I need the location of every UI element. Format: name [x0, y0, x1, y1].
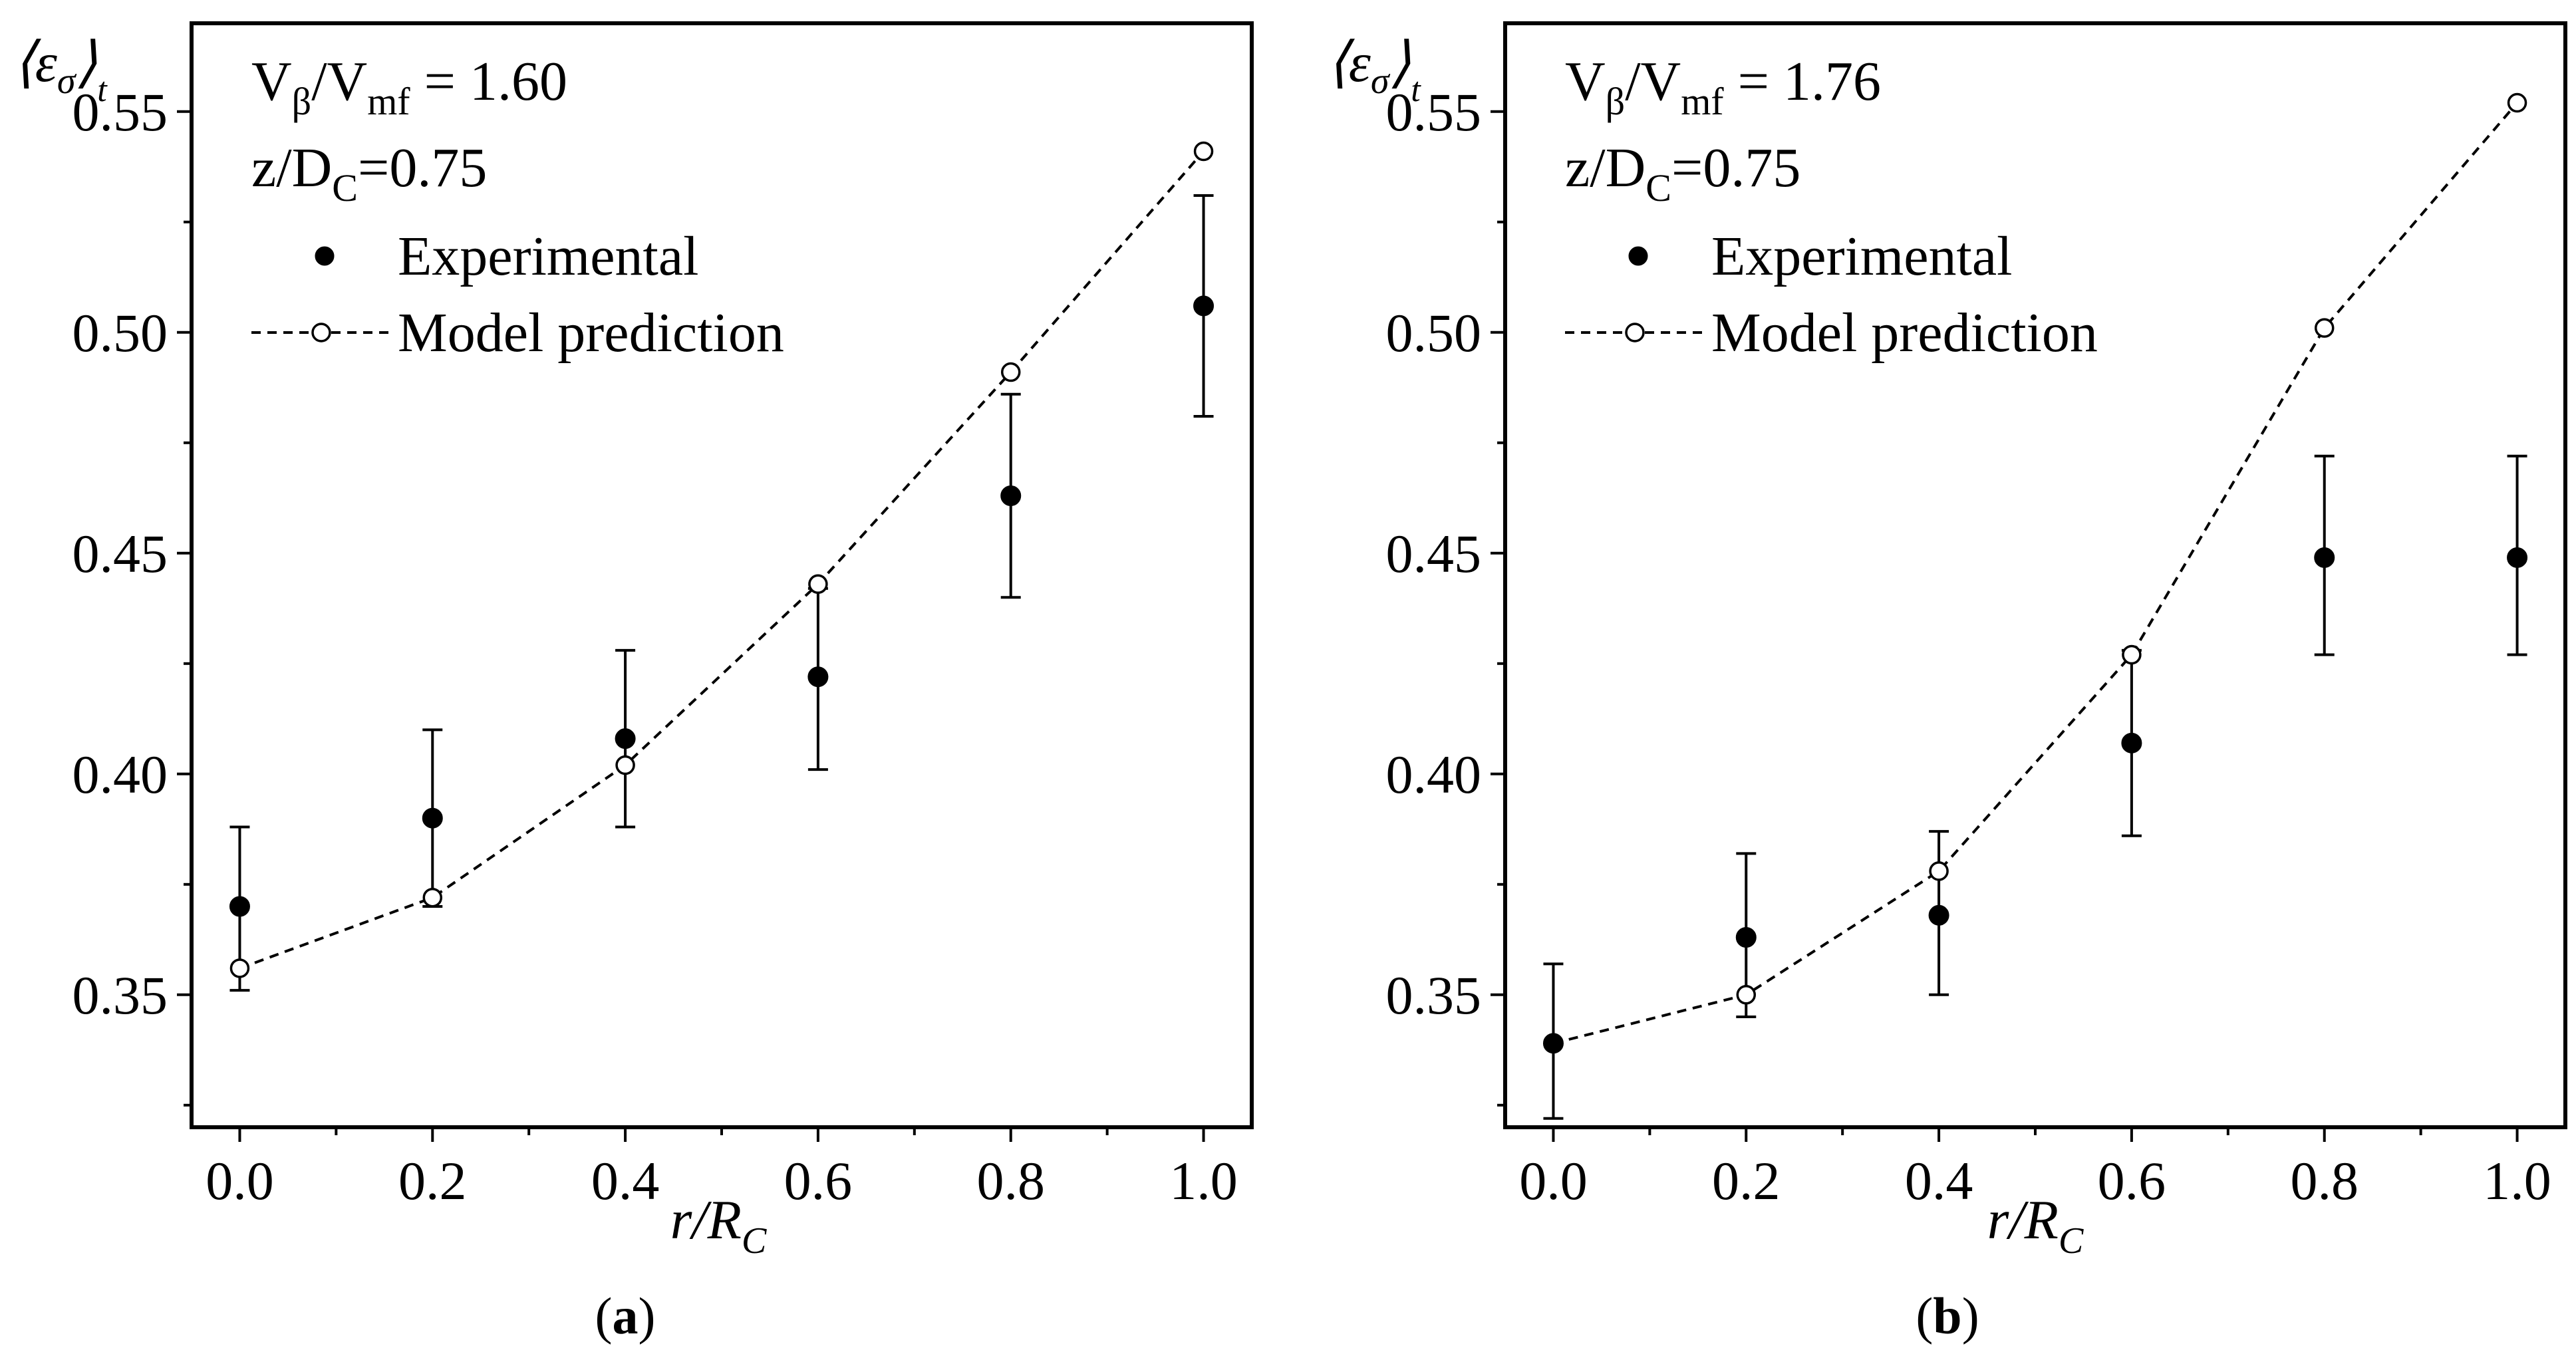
- experimental-point: [229, 896, 250, 917]
- y-axis-label: ⟨εσ⟩t: [13, 32, 108, 109]
- model-prediction-point: [2122, 644, 2142, 665]
- legend-model-marker: [1625, 323, 1645, 342]
- model-prediction-point: [615, 755, 635, 775]
- y-tick-label: 0.40: [72, 744, 168, 805]
- chart-panel-b: 0.35 0.40 0.45 0.50 0.55 0.0 0.2 0.4 0.6 0.8 1.0 ⟨ε…: [1327, 21, 2567, 1345]
- model-prediction-point: [229, 958, 250, 978]
- y-tick-label: 0.45: [1386, 523, 1482, 584]
- y-tick-label: 0.35: [1386, 965, 1482, 1025]
- experimental-point: [807, 666, 829, 688]
- y-tick-label: 0.40: [1386, 744, 1482, 805]
- x-tick-label: 0.0: [1519, 1151, 1588, 1211]
- legend-experimental-marker: [1628, 246, 1648, 266]
- legend-experimental-label: Experimental: [398, 225, 698, 287]
- x-tick-label: 0.2: [1712, 1151, 1781, 1211]
- y-tick-label: 0.45: [72, 523, 168, 584]
- x-tick-label: 0.6: [784, 1151, 853, 1211]
- y-tick-label: 0.50: [72, 303, 168, 363]
- legend-model-label: Model prediction: [398, 302, 784, 364]
- x-tick-label: 0.2: [398, 1151, 467, 1211]
- model-prediction-line: [239, 150, 1205, 970]
- model-prediction-point: [1929, 861, 1949, 881]
- y-tick-label: 0.50: [1386, 303, 1482, 363]
- panel-label: (b): [1916, 1287, 1979, 1345]
- height-ratio-annotation: z/DC=0.75: [251, 137, 487, 209]
- experimental-point: [1000, 485, 1022, 506]
- x-tick-label: 0.6: [2098, 1151, 2166, 1211]
- panel-label: (a): [595, 1287, 656, 1345]
- legend-experimental-label: Experimental: [1711, 225, 2012, 287]
- experimental-point: [615, 728, 636, 749]
- y-tick-label: 0.55: [1386, 82, 1482, 142]
- model-prediction-point: [1736, 985, 1757, 1005]
- experimental-point: [2121, 732, 2142, 753]
- experimental-point: [422, 807, 443, 829]
- experimental-point: [1542, 1033, 1564, 1054]
- experimental-point: [1193, 295, 1215, 317]
- model-prediction-point: [808, 574, 828, 595]
- model-prediction-point: [1000, 362, 1021, 382]
- experimental-point: [2314, 547, 2335, 568]
- x-tick-label: 0.8: [2290, 1151, 2359, 1211]
- x-axis-label: r/RC: [670, 1189, 767, 1262]
- experimental-point: [2507, 547, 2528, 568]
- model-prediction-point: [422, 887, 443, 908]
- experimental-point: [1928, 904, 1949, 926]
- x-tick-label: 1.0: [1169, 1151, 1238, 1211]
- model-prediction-point: [1193, 141, 1214, 162]
- y-axis-label: ⟨εσ⟩t: [1327, 32, 1421, 109]
- model-prediction-point: [2314, 318, 2335, 338]
- height-ratio-annotation: z/DC=0.75: [1565, 137, 1800, 209]
- legend-experimental-marker: [315, 246, 335, 266]
- x-tick-label: 0.0: [206, 1151, 274, 1211]
- x-tick-label: 0.4: [591, 1151, 660, 1211]
- experimental-point: [1735, 926, 1757, 948]
- chart-panel-a: 0.35 0.40 0.45 0.50 0.55 0.0 0.2 0.4 0.6 0.8 1.0 ⟨ε…: [13, 21, 1254, 1345]
- y-tick-label: 0.35: [72, 965, 168, 1025]
- legend-model-label: Model prediction: [1711, 302, 2098, 364]
- model-prediction-point: [2507, 92, 2527, 113]
- x-tick-label: 0.8: [976, 1151, 1045, 1211]
- x-tick-label: 0.4: [1905, 1151, 1973, 1211]
- velocity-ratio-annotation: Vβ/Vmf = 1.60: [251, 51, 567, 123]
- y-tick-label: 0.55: [72, 82, 168, 142]
- x-axis-label: r/RC: [1987, 1189, 2084, 1262]
- velocity-ratio-annotation: Vβ/Vmf = 1.76: [1565, 51, 1881, 123]
- x-tick-label: 1.0: [2483, 1151, 2551, 1211]
- model-prediction-line: [1552, 102, 2519, 1045]
- legend-model-marker: [311, 323, 331, 342]
